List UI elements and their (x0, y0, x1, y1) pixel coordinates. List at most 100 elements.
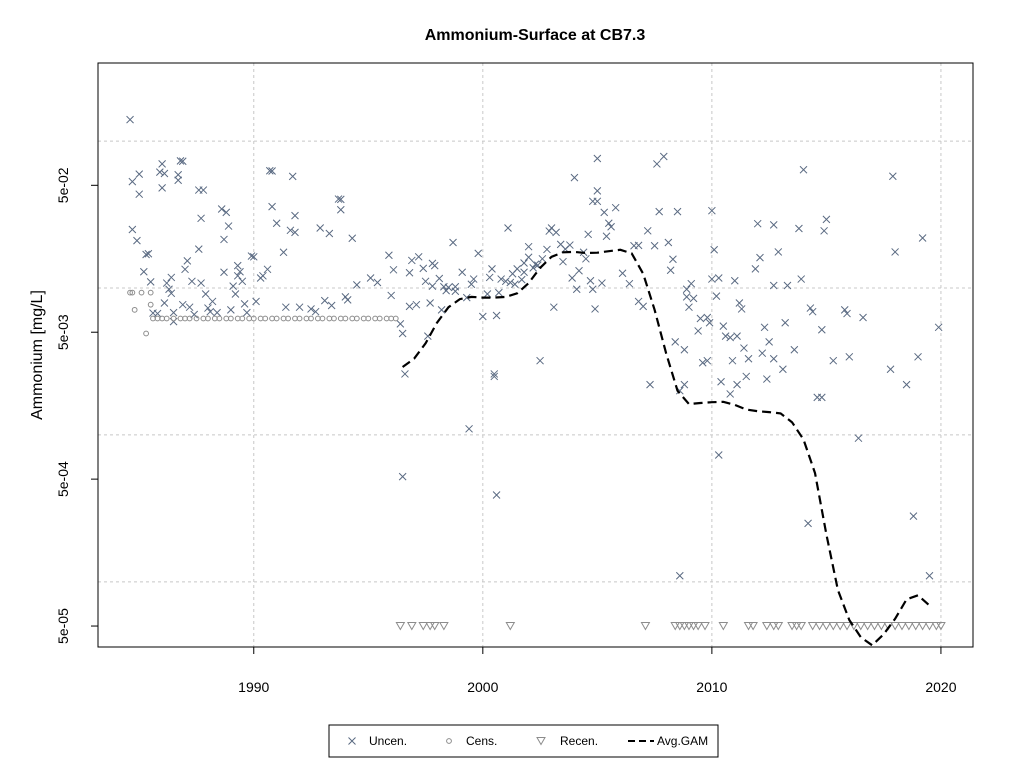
uncensored-point (389, 265, 398, 274)
uncensored-point (220, 235, 228, 244)
uncensored-point (524, 253, 533, 262)
censored-point (365, 315, 372, 322)
uncensored-point (600, 208, 609, 217)
censored-point (239, 315, 246, 322)
uncensored-point (231, 290, 240, 298)
uncensored-point (666, 266, 675, 275)
uncensored-point (414, 252, 423, 261)
uncensored-point (799, 165, 808, 174)
uncensored-point (758, 349, 767, 358)
censored-point (262, 315, 269, 322)
censored-point (143, 330, 150, 337)
uncensored-point (158, 159, 166, 168)
uncensored-point (504, 224, 512, 232)
uncensored-point (611, 203, 620, 212)
uncensored-point (669, 255, 677, 264)
recensored-point (787, 622, 797, 631)
censored-point (227, 315, 234, 322)
uncensored-point (902, 380, 911, 389)
uncensored-point (268, 202, 276, 211)
uncensored-point (387, 291, 396, 300)
uncensored-point (705, 318, 714, 327)
uncensored-point (229, 282, 237, 290)
uncensored-point (762, 375, 771, 383)
uncensored-point (174, 176, 183, 185)
y-tick-label: 5e-04 (55, 461, 71, 497)
recensored-point (796, 622, 807, 631)
uncensored-point (817, 393, 826, 402)
uncensored-point (366, 274, 375, 282)
uncensored-point (197, 279, 205, 287)
grid-lines (98, 63, 973, 647)
uncensored-point (176, 157, 185, 165)
recensored-point (679, 622, 690, 631)
uncensored-point (572, 285, 581, 294)
legend-label: Uncen. (369, 734, 407, 748)
censored-point (372, 315, 379, 322)
legend-censored-marker (446, 738, 452, 744)
uncensored-point (325, 229, 334, 238)
uncensored-point (252, 297, 260, 306)
censored-point (223, 315, 230, 322)
uncensored-point (696, 314, 705, 323)
uncensored-point (492, 491, 501, 499)
uncensored-point (199, 186, 208, 194)
recensored-point (700, 622, 710, 631)
uncensored-point (135, 170, 144, 178)
uncensored-point (407, 256, 416, 265)
uncensored-point (687, 279, 696, 288)
uncensored-point (588, 285, 597, 294)
uncensored-point (158, 184, 166, 192)
axes: 1990 2000 2010 2020 5e-05 5e-04 5e-03 5e-02 (55, 167, 957, 695)
uncensored-point (243, 308, 251, 317)
uncensored-point (888, 172, 897, 181)
uncensored-point (751, 264, 760, 273)
uncensored-point (295, 303, 304, 312)
uncensored-point (490, 372, 499, 381)
uncensored-point (238, 277, 247, 286)
uncensored-point (144, 249, 153, 258)
uncensored-point (559, 257, 567, 266)
uncensored-point (783, 281, 792, 290)
uncensored-point (829, 356, 838, 365)
uncensored-point (797, 275, 806, 283)
censored-point (182, 315, 188, 322)
uncensored-point (520, 268, 528, 277)
uncensored-point (265, 166, 274, 175)
uncensored-point (598, 279, 606, 287)
uncensored-point (458, 268, 467, 277)
uncensored-point (536, 356, 544, 365)
legend-uncensored-marker (348, 737, 356, 745)
censored-point (154, 315, 161, 322)
uncensored-point (714, 274, 723, 282)
uncensored-point (517, 275, 526, 284)
censored-point (392, 315, 399, 322)
legend: Uncen. Cens. Recen. Avg.GAM (328, 724, 719, 758)
uncensored-point (719, 322, 728, 330)
uncensored-point (398, 329, 407, 338)
uncensored-point (685, 303, 693, 312)
uncensored-point (405, 268, 414, 277)
uncensored-point (181, 265, 189, 274)
uncensored-point (213, 308, 221, 317)
uncensored-point (703, 313, 712, 322)
uncensored-point (224, 222, 233, 230)
uncensored-point (153, 309, 162, 318)
uncensored-point (817, 325, 826, 334)
uncensored-point (859, 313, 867, 322)
recensored-point (904, 622, 914, 631)
censored-point (211, 315, 218, 322)
gam-line (401, 248, 931, 647)
uncensored-point (524, 242, 533, 251)
uncensored-point (169, 308, 178, 317)
uncensored-point (316, 224, 325, 232)
uncensored-point (822, 215, 831, 224)
uncensored-point (586, 276, 595, 285)
uncensored-point (155, 168, 164, 176)
legend-recensored-marker (536, 737, 546, 746)
recensored-point (855, 622, 866, 631)
recensored-point (425, 622, 435, 631)
censored-point (319, 315, 326, 322)
uncensored-point (259, 271, 267, 280)
